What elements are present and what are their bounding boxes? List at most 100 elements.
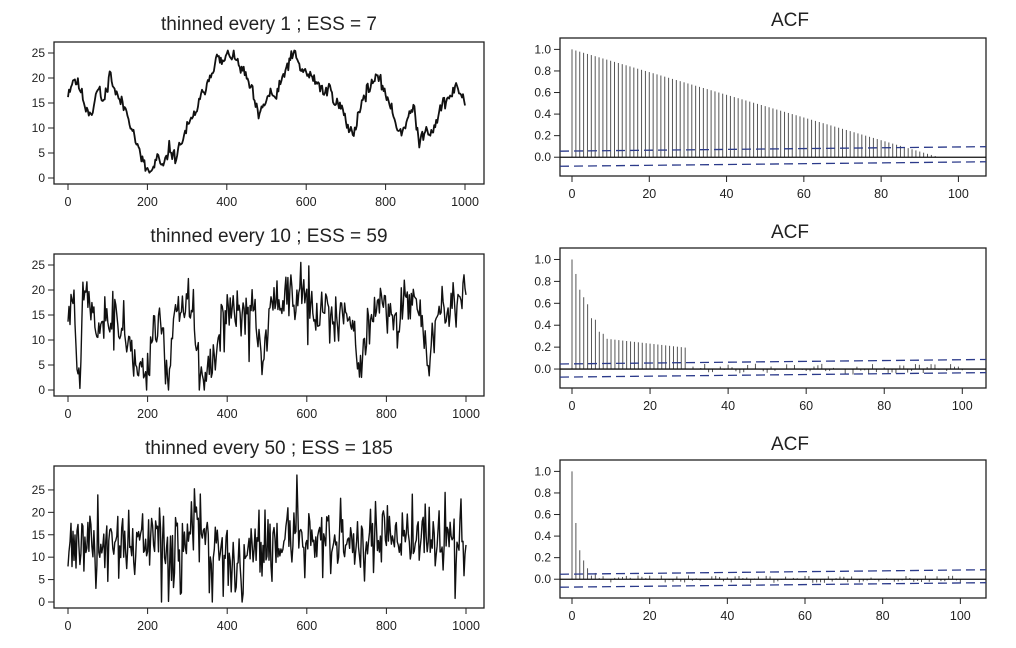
acf-panel-3: ACF 0.0 0.2 0.4 0.6 0.8 1.0 0 20 40 60 80 100	[510, 432, 1016, 648]
x-tick-label: 200	[137, 619, 158, 633]
y-tick-label: 5	[38, 573, 45, 587]
trace-panel-1: thinned every 1 ; ESS = 7 0 5 10 15 20 25 0 200…	[0, 0, 500, 216]
x-tick-label: 80	[874, 187, 888, 201]
trace-panel-2: thinned every 10 ; ESS = 59 0 5 10 15 20 25 0 2…	[0, 216, 500, 432]
y-tick-label: 5	[38, 358, 45, 372]
y-tick-label: 0.6	[534, 86, 551, 100]
y-tick-label: 25	[32, 483, 46, 497]
y-tick-label: 20	[32, 71, 46, 85]
acf-title-1: ACF	[771, 10, 809, 31]
y-tick-label: 0.8	[534, 486, 551, 500]
trace-line	[67, 49, 466, 174]
y-tick-label: 20	[32, 283, 46, 297]
y-tick-label: 25	[32, 46, 46, 60]
x-tick-label: 0	[569, 187, 576, 201]
trace-line	[67, 474, 467, 603]
x-tick-label: 800	[375, 195, 396, 209]
x-tick-label: 20	[642, 187, 656, 201]
y-tick-label: 0.4	[534, 529, 551, 543]
x-tick-label: 0	[569, 609, 576, 623]
y-tick-label: 0.0	[534, 362, 551, 376]
acf-panel-1: ACF 0.0 0.2 0.4 0.6 0.8 1.0 0 20 40 60 80 100	[510, 0, 1016, 216]
y-tick-label: 20	[32, 505, 46, 519]
acf-plot-3: 0.0 0.2 0.4 0.6 0.8 1.0 0 20 40 60 80 100	[534, 459, 987, 623]
y-tick-label: 5	[38, 146, 45, 160]
x-tick-label: 1000	[452, 407, 480, 421]
y-tick-label: 10	[32, 121, 46, 135]
plot-frame	[559, 247, 987, 389]
trace-line	[67, 261, 467, 391]
x-tick-label: 600	[296, 195, 317, 209]
x-tick-label: 400	[217, 407, 238, 421]
ci-lower-line	[559, 371, 987, 378]
plot-frame	[53, 465, 485, 609]
y-tick-label: 15	[32, 96, 46, 110]
x-tick-label: 60	[799, 399, 813, 413]
x-tick-label: 20	[643, 399, 657, 413]
x-tick-label: 600	[296, 619, 317, 633]
trace-plot-2: 0 5 10 15 20 25 0 200 400 600 800 1000	[32, 253, 485, 421]
x-tick-label: 800	[376, 407, 397, 421]
y-tick-label: 10	[32, 550, 46, 564]
trace-title-1: thinned every 1 ; ESS = 7	[161, 14, 377, 35]
x-tick-label: 40	[720, 609, 734, 623]
x-tick-label: 400	[217, 619, 238, 633]
plot-frame	[559, 459, 987, 599]
x-tick-label: 60	[797, 187, 811, 201]
trace-panel-3: thinned every 50 ; ESS = 185 0 5 10 15 20 25 0…	[0, 432, 500, 648]
trace-plot-1: 0 5 10 15 20 25 0 200 400 600 800 1000	[32, 41, 485, 209]
plot-frame	[53, 41, 485, 185]
x-tick-label: 100	[948, 187, 969, 201]
ci-upper-line	[559, 146, 987, 152]
x-tick-label: 80	[876, 609, 890, 623]
trace-title-3: thinned every 50 ; ESS = 185	[145, 438, 393, 459]
x-tick-label: 100	[950, 609, 971, 623]
y-tick-label: 15	[32, 528, 46, 542]
y-tick-label: 0.4	[534, 107, 551, 121]
acf-title-2: ACF	[771, 222, 809, 243]
y-tick-label: 1.0	[534, 464, 551, 478]
acf-panel-2: ACF 0.0 0.2 0.4 0.6 0.8 1.0 0 20 40 60 80 100	[510, 216, 1016, 432]
plot-frame	[53, 253, 485, 397]
x-tick-label: 40	[721, 399, 735, 413]
ci-upper-line	[559, 358, 987, 365]
y-tick-label: 0.2	[534, 340, 551, 354]
x-tick-label: 800	[376, 619, 397, 633]
y-tick-label: 0.6	[534, 296, 551, 310]
y-tick-label: 0	[38, 383, 45, 397]
acf-title-3: ACF	[771, 434, 809, 455]
y-tick-label: 0.0	[534, 572, 551, 586]
x-tick-label: 200	[137, 407, 158, 421]
trace-plot-3: 0 5 10 15 20 25 0 200 400 600 800 1000	[32, 465, 485, 633]
y-tick-label: 1.0	[534, 252, 551, 266]
y-tick-label: 10	[32, 333, 46, 347]
trace-title-2: thinned every 10 ; ESS = 59	[150, 226, 388, 247]
y-tick-label: 0.2	[534, 129, 551, 143]
acf-plot-1: 0.0 0.2 0.4 0.6 0.8 1.0 0 20 40 60 80 100	[534, 37, 987, 201]
y-tick-label: 0.0	[534, 150, 551, 164]
x-tick-label: 0	[65, 407, 72, 421]
x-tick-label: 0	[569, 399, 576, 413]
x-tick-label: 80	[877, 399, 891, 413]
y-tick-label: 0.4	[534, 318, 551, 332]
x-tick-label: 400	[216, 195, 237, 209]
x-tick-label: 60	[798, 609, 812, 623]
x-tick-label: 100	[952, 399, 973, 413]
x-tick-label: 0	[65, 195, 72, 209]
ci-upper-line	[559, 569, 987, 575]
x-tick-label: 1000	[451, 195, 479, 209]
y-tick-label: 15	[32, 308, 46, 322]
y-tick-label: 0.8	[534, 274, 551, 288]
x-tick-label: 0	[65, 619, 72, 633]
y-tick-label: 0	[38, 171, 45, 185]
y-tick-label: 1.0	[534, 42, 551, 56]
plot-frame	[559, 37, 987, 177]
y-tick-label: 0.8	[534, 64, 551, 78]
acf-plot-2: 0.0 0.2 0.4 0.6 0.8 1.0 0 20 40 60 80 100	[534, 247, 987, 413]
y-tick-label: 0.6	[534, 508, 551, 522]
x-tick-label: 20	[643, 609, 657, 623]
x-tick-label: 200	[137, 195, 158, 209]
y-tick-label: 0	[38, 595, 45, 609]
ci-lower-line	[559, 161, 987, 167]
y-tick-label: 25	[32, 258, 46, 272]
